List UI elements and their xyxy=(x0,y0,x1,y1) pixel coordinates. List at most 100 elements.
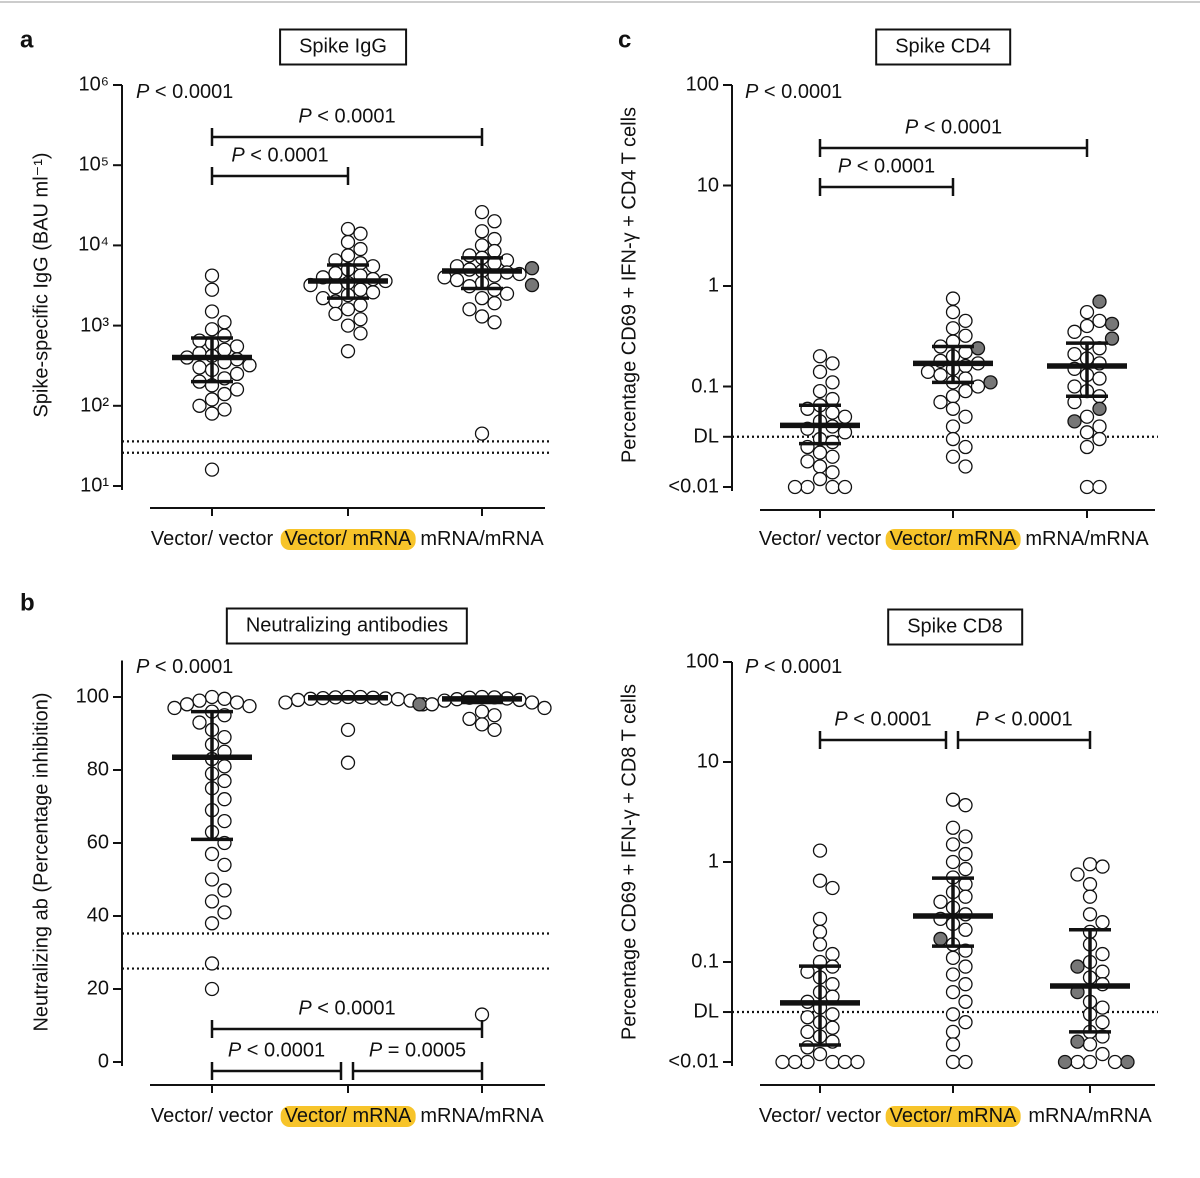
data-point xyxy=(958,977,973,992)
data-point xyxy=(204,392,220,407)
comparison-p-value: P < 0.0001 xyxy=(227,1039,326,1062)
data-point xyxy=(340,248,356,263)
data-point xyxy=(1082,889,1098,904)
data-point xyxy=(217,342,232,357)
y-axis-label: Spike-specific IgG (BAU ml⁻¹) xyxy=(30,152,53,418)
x-tick-label-box: Vector/ vector xyxy=(755,529,885,550)
data-point xyxy=(487,722,502,737)
data-point xyxy=(217,813,232,829)
data-point xyxy=(1095,964,1110,979)
data-point xyxy=(1092,294,1107,309)
data-point xyxy=(945,321,961,336)
data-point xyxy=(204,304,220,319)
data-point xyxy=(970,379,986,394)
data-point xyxy=(1070,959,1085,974)
data-point xyxy=(390,692,406,707)
x-tick-label-box: Vector/ mRNA xyxy=(280,529,416,550)
data-point xyxy=(229,382,245,397)
data-point xyxy=(812,911,828,927)
panel-title: Spike CD4 xyxy=(875,28,1011,66)
y-tick-label: 40 xyxy=(86,904,109,927)
data-point xyxy=(474,238,490,253)
data-point xyxy=(1067,324,1082,339)
data-point xyxy=(812,1046,828,1062)
data-point xyxy=(1079,304,1095,320)
data-point xyxy=(204,406,220,421)
data-point xyxy=(945,1037,961,1052)
x-tick-label: Vector/ vector xyxy=(150,1105,274,1127)
data-point xyxy=(958,994,973,1009)
data-point xyxy=(365,285,381,300)
data-point xyxy=(462,302,477,317)
data-point xyxy=(958,459,973,474)
data-point xyxy=(1107,1054,1123,1070)
data-point xyxy=(353,241,368,257)
panel-title: Spike IgG xyxy=(279,28,407,66)
y-tick-label: 100 xyxy=(685,73,719,96)
data-point xyxy=(1079,479,1095,495)
data-point xyxy=(204,322,220,337)
data-point xyxy=(825,1054,840,1070)
data-point xyxy=(474,426,490,441)
data-point xyxy=(812,459,828,474)
data-point xyxy=(204,689,220,705)
data-point xyxy=(1092,401,1107,416)
data-point xyxy=(179,697,195,712)
y-tick-label: 0.1 xyxy=(691,950,719,973)
panel-title: Spike CD8 xyxy=(887,608,1023,646)
data-point xyxy=(204,462,220,477)
data-point xyxy=(825,449,840,464)
data-point xyxy=(800,1024,815,1040)
data-point xyxy=(204,894,220,909)
y-tick-label: 60 xyxy=(86,831,109,854)
data-point xyxy=(825,356,840,371)
data-point xyxy=(945,967,961,982)
x-tick-label-box: Vector/ mRNA xyxy=(885,529,1021,550)
data-point xyxy=(787,479,803,495)
data-point xyxy=(800,1054,815,1070)
data-point xyxy=(487,708,502,723)
y-tick-label: 10¹ xyxy=(80,474,109,497)
data-point xyxy=(499,253,515,268)
y-axis-label: Neutralizing ab (Percentage inhibition) xyxy=(30,692,53,1032)
data-point xyxy=(1095,1000,1110,1015)
data-point xyxy=(290,692,306,708)
data-point xyxy=(958,1015,973,1030)
data-point xyxy=(837,1054,853,1070)
data-point xyxy=(353,256,368,271)
data-point xyxy=(192,360,207,375)
data-point xyxy=(945,984,961,1000)
data-point xyxy=(933,894,948,909)
data-point xyxy=(524,277,540,293)
y-tick-label: 10² xyxy=(80,394,109,417)
data-point xyxy=(340,318,356,333)
data-point xyxy=(983,375,998,390)
y-tick-label: <0.01 xyxy=(668,1050,719,1073)
data-point xyxy=(1092,371,1107,386)
data-point xyxy=(812,924,828,940)
data-point xyxy=(825,880,840,896)
panel-title: Neutralizing antibodies xyxy=(225,607,469,645)
data-point xyxy=(958,889,973,904)
data-point xyxy=(945,792,961,807)
data-point xyxy=(825,1020,840,1035)
data-point xyxy=(958,846,973,862)
data-point xyxy=(217,730,232,745)
y-tick-label: 10⁵ xyxy=(78,153,109,176)
data-point xyxy=(474,224,490,239)
data-point xyxy=(462,711,477,727)
data-point xyxy=(958,328,973,343)
data-point xyxy=(204,981,220,997)
data-point xyxy=(825,375,840,390)
data-point xyxy=(825,405,840,420)
data-point xyxy=(340,722,356,737)
data-point xyxy=(278,695,293,710)
data-point xyxy=(474,204,490,220)
data-point xyxy=(328,306,343,322)
panel-label: a xyxy=(20,26,34,54)
x-tick-label-box: Vector/ vector xyxy=(755,1106,885,1127)
data-point xyxy=(340,234,356,250)
data-point xyxy=(487,214,502,229)
y-tick-label: DL xyxy=(693,1000,719,1023)
